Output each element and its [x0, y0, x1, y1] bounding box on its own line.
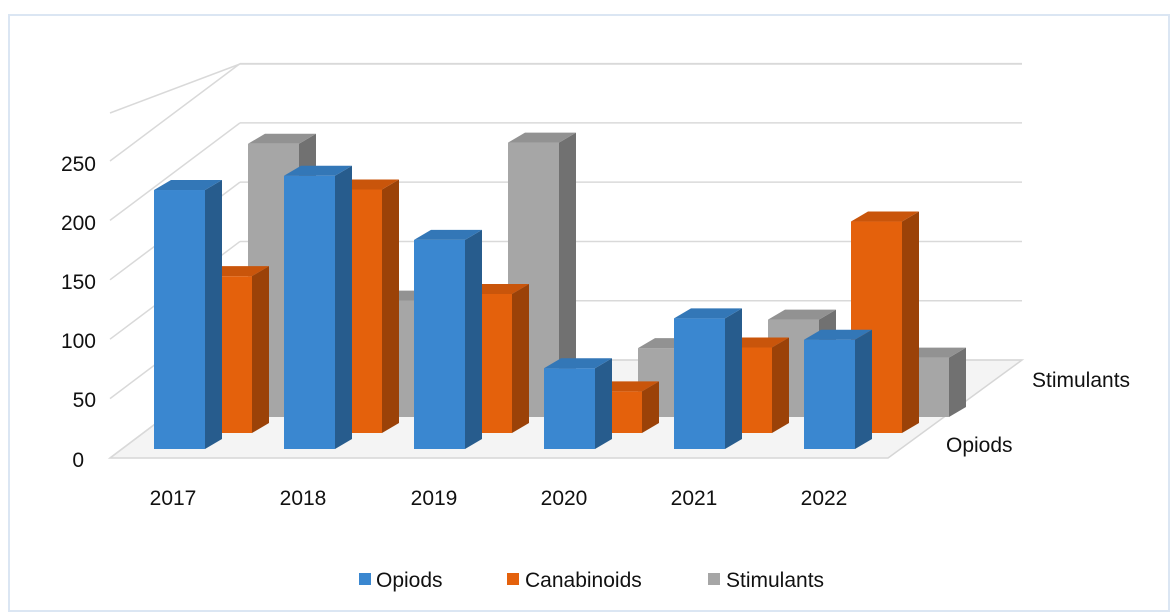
gridline-side: [109, 63, 241, 114]
bar-opiods-2017: [154, 180, 222, 450]
depth-label-opiods: Opiods: [946, 434, 1013, 457]
chart-legend: Opiods Canabinoids Stimulants: [359, 569, 824, 592]
x-tick-label: 2019: [411, 487, 458, 510]
y-tick-label: 50: [73, 389, 96, 412]
x-tick-label: 2017: [150, 487, 197, 510]
legend-swatch-opiods: [359, 573, 371, 585]
legend-swatch-canabinoids: [507, 573, 519, 585]
chart-bars: [154, 132, 966, 450]
legend-label-opiods: Opiods: [376, 569, 443, 592]
gridline-side: [109, 62, 241, 162]
y-tick-label: 150: [61, 271, 96, 294]
x-tick-label: 2020: [541, 487, 588, 510]
legend-label-canabinoids: Canabinoids: [525, 569, 642, 592]
legend-swatch-stimulants: [708, 573, 720, 585]
y-tick-label: 200: [61, 212, 96, 235]
bar-opiods-2020: [544, 358, 612, 449]
legend-label-stimulants: Stimulants: [726, 569, 824, 592]
bar-opiods-2018: [284, 165, 352, 449]
bar-canabinoids-2018: [331, 179, 399, 433]
bar-opiods-2022: [804, 329, 872, 449]
gridline-side: [109, 122, 241, 221]
y-tick-label: 100: [61, 330, 96, 353]
x-tick-label: 2022: [801, 487, 848, 510]
bar-opiods-2019: [414, 229, 482, 449]
depth-label-stimulants: Stimulants: [1032, 369, 1130, 392]
y-tick-label: 0: [72, 449, 84, 472]
x-tick-label: 2018: [280, 487, 327, 510]
bar-opiods-2021: [674, 308, 742, 449]
x-tick-label: 2021: [671, 487, 718, 510]
chart-labels: 0 50 100 150 200 250 2017 2018 2019 2020…: [61, 153, 1130, 510]
y-tick-label: 250: [61, 153, 96, 176]
